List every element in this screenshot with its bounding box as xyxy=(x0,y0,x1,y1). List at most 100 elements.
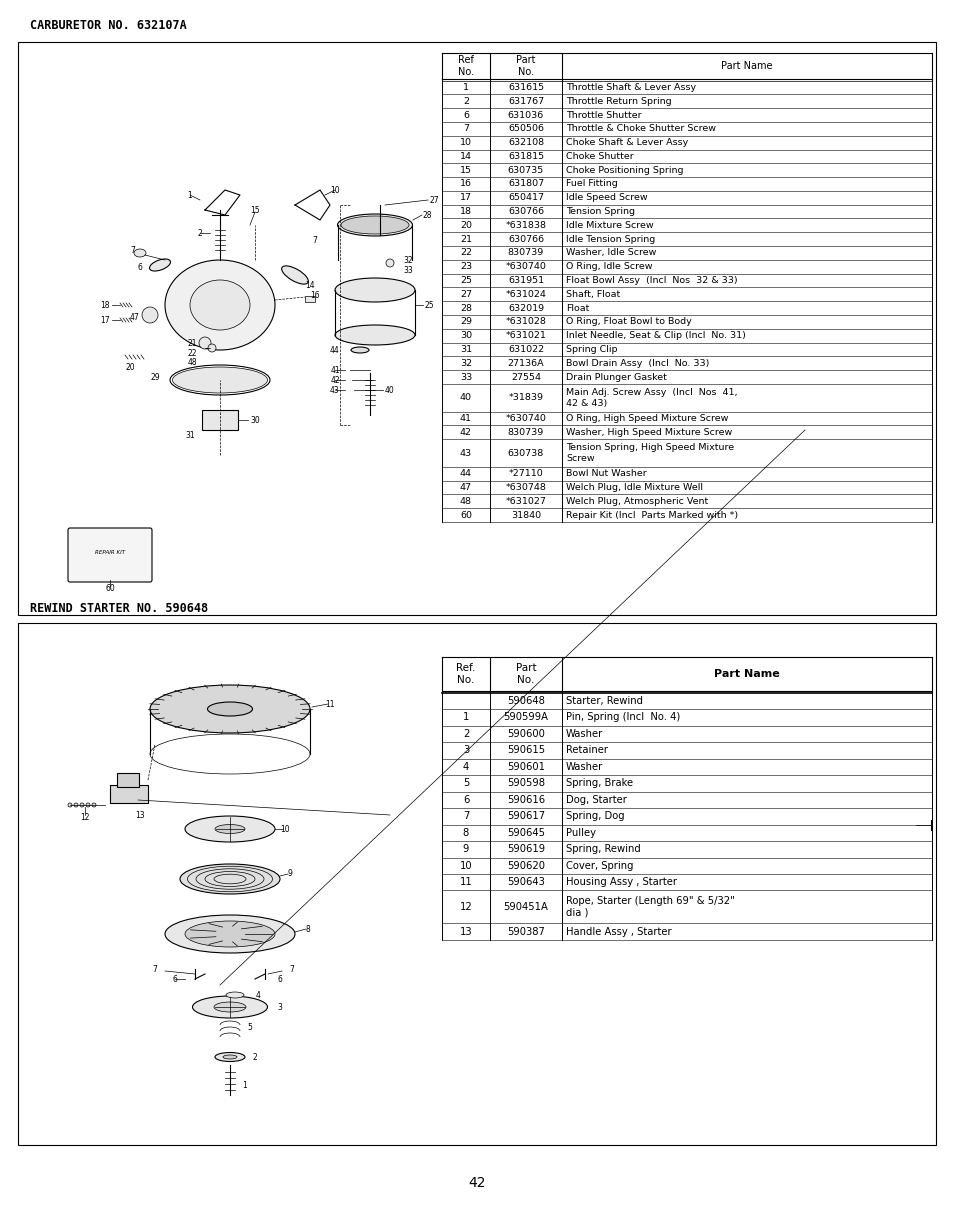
Text: 1: 1 xyxy=(242,1081,247,1089)
Ellipse shape xyxy=(180,864,280,894)
Text: Part
No.: Part No. xyxy=(516,663,536,684)
Text: 41: 41 xyxy=(459,415,472,423)
Ellipse shape xyxy=(340,216,409,234)
Circle shape xyxy=(142,307,158,323)
Text: Part Name: Part Name xyxy=(720,61,772,71)
Text: Welch Plug, Atmospheric Vent: Welch Plug, Atmospheric Vent xyxy=(565,496,707,506)
Ellipse shape xyxy=(193,997,267,1018)
Text: *631838: *631838 xyxy=(505,221,546,230)
Text: 42: 42 xyxy=(330,376,339,384)
Ellipse shape xyxy=(335,278,415,302)
Text: 590619: 590619 xyxy=(506,845,544,854)
Text: 44: 44 xyxy=(459,469,472,478)
Circle shape xyxy=(74,803,78,807)
Text: 3: 3 xyxy=(277,1003,282,1011)
Text: Spring, Brake: Spring, Brake xyxy=(565,778,633,788)
Text: 9: 9 xyxy=(287,870,293,878)
Ellipse shape xyxy=(214,1052,245,1062)
Text: Starter, Rewind: Starter, Rewind xyxy=(565,695,642,706)
Text: Rope, Starter (Length 69" & 5/32"
dia ): Rope, Starter (Length 69" & 5/32" dia ) xyxy=(565,897,734,918)
Text: Bowl Nut Washer: Bowl Nut Washer xyxy=(565,469,646,478)
Text: 43: 43 xyxy=(459,448,472,458)
Text: 632108: 632108 xyxy=(507,139,543,147)
Text: *31839: *31839 xyxy=(508,393,543,402)
Text: 10: 10 xyxy=(330,186,339,194)
Bar xyxy=(305,296,314,302)
Text: 23: 23 xyxy=(459,263,472,271)
Ellipse shape xyxy=(165,915,294,953)
Text: 590599A: 590599A xyxy=(503,712,548,722)
Text: 6: 6 xyxy=(277,975,282,983)
Text: 631807: 631807 xyxy=(507,180,543,188)
Text: Dog, Starter: Dog, Starter xyxy=(565,795,626,805)
Ellipse shape xyxy=(214,824,245,834)
Text: Drain Plunger Gasket: Drain Plunger Gasket xyxy=(565,372,666,382)
Text: 632019: 632019 xyxy=(507,304,543,313)
Text: Part
No.: Part No. xyxy=(516,55,536,77)
Bar xyxy=(110,784,148,803)
Text: *631024: *631024 xyxy=(505,290,546,299)
Text: 42: 42 xyxy=(459,428,472,437)
Text: 40: 40 xyxy=(385,386,395,394)
Text: Idle Mixture Screw: Idle Mixture Screw xyxy=(565,221,653,230)
Circle shape xyxy=(86,803,90,807)
Text: Throttle Return Spring: Throttle Return Spring xyxy=(565,96,671,106)
Text: 17: 17 xyxy=(100,316,110,324)
Text: 590598: 590598 xyxy=(506,778,544,788)
Text: Throttle Shutter: Throttle Shutter xyxy=(565,111,641,119)
Text: Spring, Dog: Spring, Dog xyxy=(565,811,624,822)
Text: 27: 27 xyxy=(430,195,439,205)
Text: 590617: 590617 xyxy=(506,811,544,822)
Text: 20: 20 xyxy=(459,221,472,230)
Text: Float: Float xyxy=(565,304,589,313)
Text: 22: 22 xyxy=(187,348,196,358)
Text: *630748: *630748 xyxy=(505,483,546,492)
Text: 13: 13 xyxy=(135,811,145,819)
Text: Handle Assy , Starter: Handle Assy , Starter xyxy=(565,927,671,936)
Text: 631615: 631615 xyxy=(507,83,543,92)
Text: Choke Shaft & Lever Assy: Choke Shaft & Lever Assy xyxy=(565,139,687,147)
Text: CARBURETOR NO. 632107A: CARBURETOR NO. 632107A xyxy=(30,19,187,33)
Circle shape xyxy=(68,803,71,807)
Text: 650506: 650506 xyxy=(507,124,543,134)
Text: 631022: 631022 xyxy=(507,345,543,354)
Text: 30: 30 xyxy=(250,416,259,424)
Text: 4: 4 xyxy=(255,991,260,999)
Text: 631036: 631036 xyxy=(507,111,543,119)
Text: Washer, Idle Screw: Washer, Idle Screw xyxy=(565,248,656,258)
Text: Spring Clip: Spring Clip xyxy=(565,345,617,354)
Text: 6: 6 xyxy=(462,795,469,805)
Text: 590616: 590616 xyxy=(506,795,544,805)
Text: 630766: 630766 xyxy=(507,235,543,243)
Text: 10: 10 xyxy=(459,860,472,871)
Text: 830739: 830739 xyxy=(507,248,543,258)
Ellipse shape xyxy=(335,325,415,345)
Circle shape xyxy=(80,803,84,807)
Text: 6: 6 xyxy=(137,263,142,271)
Text: 8: 8 xyxy=(305,924,310,934)
Text: 47: 47 xyxy=(459,483,472,492)
Text: 60: 60 xyxy=(105,583,114,593)
Text: Pulley: Pulley xyxy=(565,828,596,837)
Text: Inlet Needle, Seat & Clip (Incl  No. 31): Inlet Needle, Seat & Clip (Incl No. 31) xyxy=(565,331,745,340)
Text: REPAIR KIT: REPAIR KIT xyxy=(95,549,125,554)
Ellipse shape xyxy=(281,266,308,284)
Text: 1: 1 xyxy=(188,190,193,200)
Text: 28: 28 xyxy=(422,211,432,219)
Text: 29: 29 xyxy=(150,372,160,382)
Text: O Ring, High Speed Mixture Screw: O Ring, High Speed Mixture Screw xyxy=(565,415,727,423)
Text: Cover, Spring: Cover, Spring xyxy=(565,860,633,871)
Ellipse shape xyxy=(351,347,369,353)
Text: *631028: *631028 xyxy=(505,317,546,327)
Text: REWIND STARTER NO. 590648: REWIND STARTER NO. 590648 xyxy=(30,602,208,615)
Ellipse shape xyxy=(208,703,253,716)
Text: 28: 28 xyxy=(459,304,472,313)
Text: 17: 17 xyxy=(459,193,472,202)
Ellipse shape xyxy=(150,684,310,733)
Text: O Ring, Idle Screw: O Ring, Idle Screw xyxy=(565,263,652,271)
Ellipse shape xyxy=(213,1003,246,1012)
Text: *631021: *631021 xyxy=(505,331,546,340)
Text: Throttle & Choke Shutter Screw: Throttle & Choke Shutter Screw xyxy=(565,124,716,134)
Circle shape xyxy=(199,337,211,349)
Circle shape xyxy=(91,803,96,807)
